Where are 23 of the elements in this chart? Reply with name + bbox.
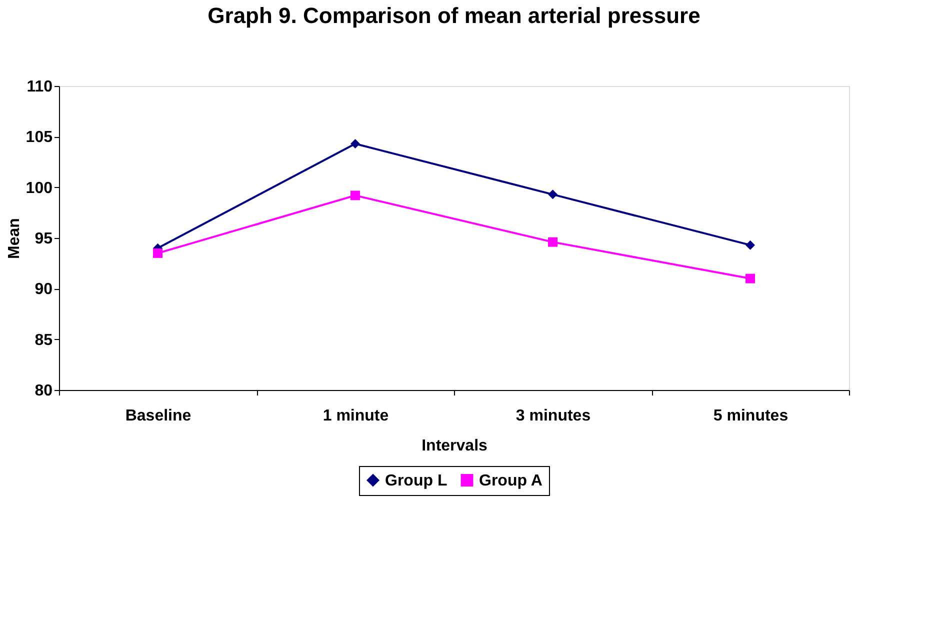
y-tick-label: 110 [26, 78, 53, 96]
legend-label: Group A [479, 472, 543, 490]
x-tick-label: 3 minutes [516, 408, 591, 424]
x-tick-label: 1 minute [322, 408, 389, 424]
y-tick-label: 95 [34, 230, 53, 248]
point [548, 190, 558, 200]
y-tick-label: 85 [34, 332, 53, 349]
legend-label: Group L [385, 472, 448, 490]
point [350, 139, 360, 149]
y-tick-label: 105 [26, 129, 53, 146]
y-axis-title: Mean [6, 218, 23, 259]
y-tick-label: 90 [34, 281, 53, 298]
x-tick-label: 5 minutes [713, 408, 788, 424]
chart-title: Graph 9. Comparison of mean arterial pressure [208, 3, 700, 28]
point [746, 240, 755, 250]
x-tick-label: Baseline [125, 408, 192, 424]
point [548, 237, 558, 247]
point [153, 248, 162, 258]
x-axis-title: Intervals [422, 438, 488, 454]
point [350, 190, 360, 200]
y-tick-label: 80 [34, 382, 53, 400]
point [746, 274, 755, 284]
y-tick-label: 100 [26, 180, 53, 197]
